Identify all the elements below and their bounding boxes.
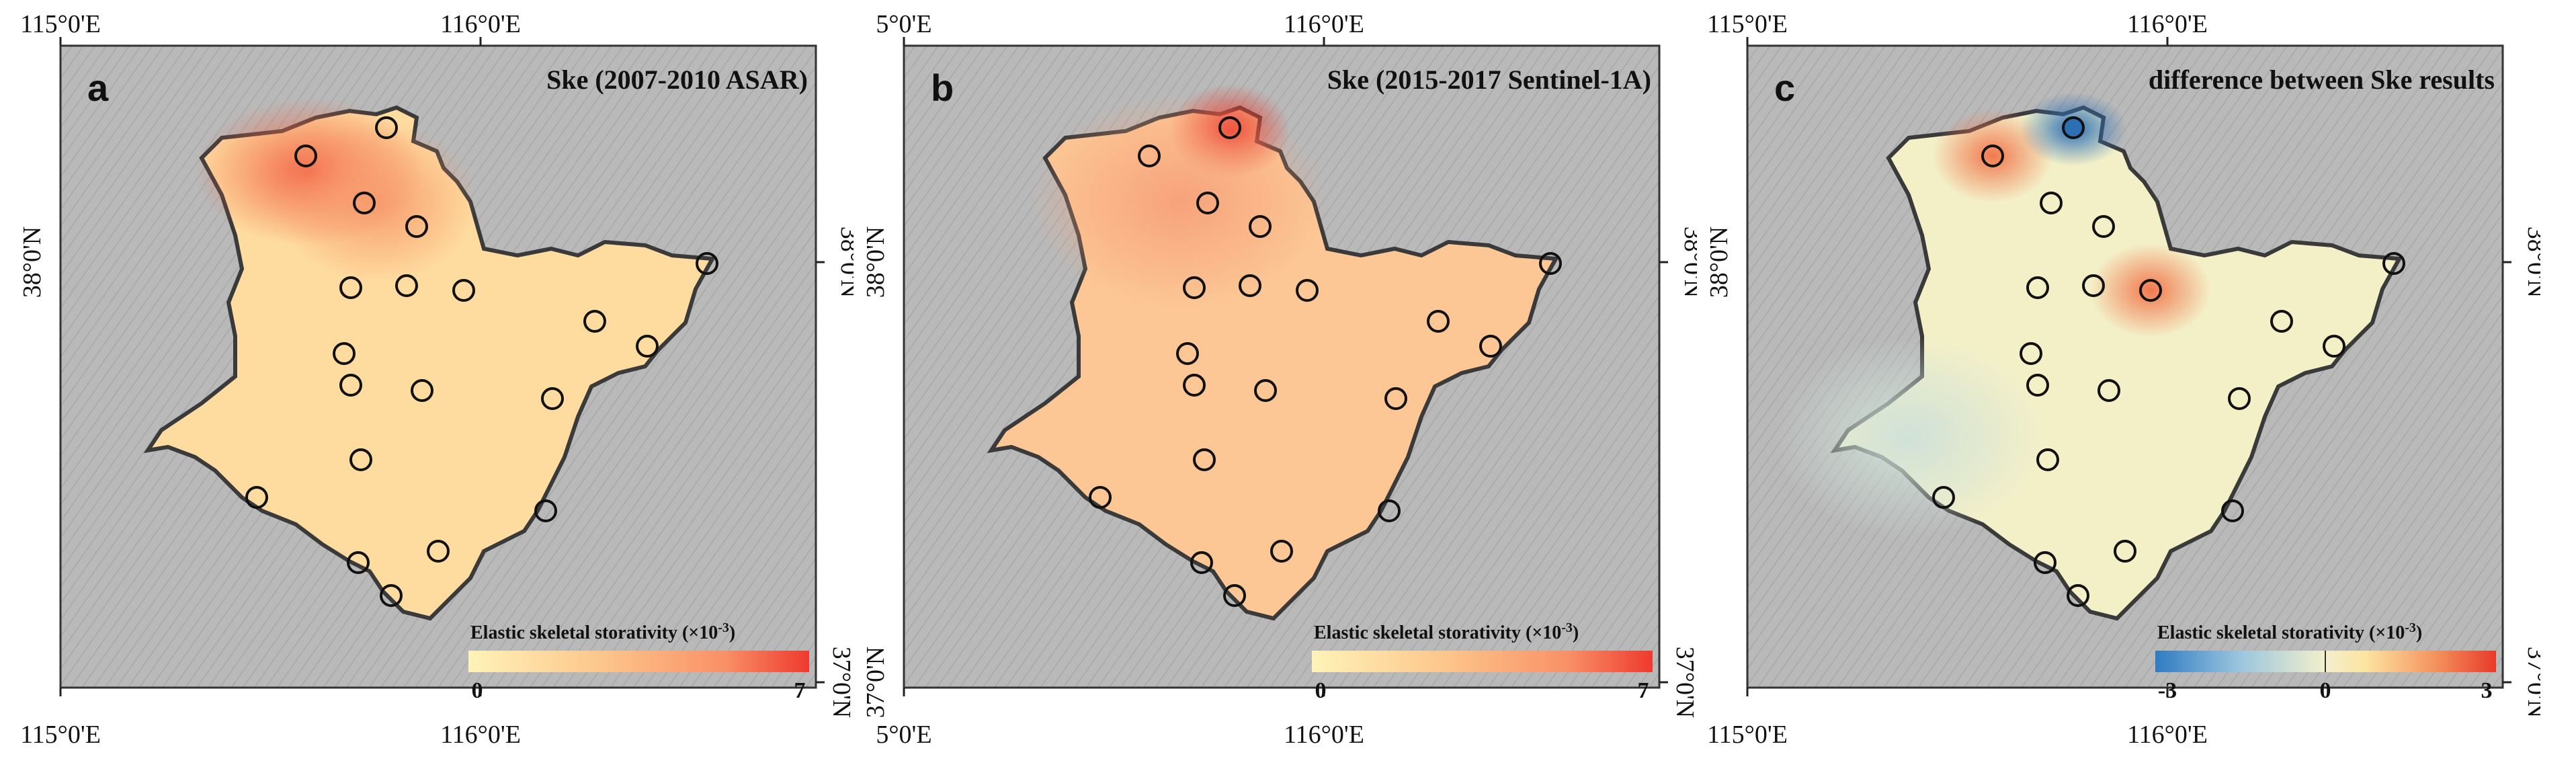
lat-right-label: 38°0'N (1679, 227, 1697, 298)
legend-exponent: -3 (718, 620, 729, 635)
hotspot (1032, 94, 1327, 309)
panel-title: difference between Ske results (2149, 65, 2495, 95)
lon-bottom-label: 116°0'E (440, 721, 521, 749)
hotspot (276, 121, 477, 282)
map-svg-a: 115°0'E 116°0'E 115°0'E 116°0'E 38°0'N 3… (18, 10, 854, 749)
panel-letter: c (1774, 67, 1795, 109)
well-markers (1089, 116, 1562, 607)
legend-tick-mid: 0 (2320, 678, 2331, 703)
lon-top-label: 116°0'E (2127, 10, 2208, 38)
axis-ticks (59, 37, 825, 696)
lon-top-label: 115°0'E (20, 10, 101, 38)
lon-bottom-label: 5°0'E (876, 721, 931, 749)
svg-text:Elastic skeletal storativity (: Elastic skeletal storativity (×10-3) (470, 620, 735, 643)
lon-bottom-label: 116°0'E (1284, 721, 1364, 749)
svg-text:Elastic skeletal storativity (: Elastic skeletal storativity (×10-3) (2157, 620, 2422, 643)
legend-tick-max: 7 (794, 678, 806, 703)
cool-zone (1774, 336, 2043, 538)
panel-letter: b (931, 67, 954, 109)
colorbar (1312, 651, 1653, 672)
legend: Elastic skeletal storativity (×10-3) 0 7 (1312, 620, 1653, 703)
panel-title: Ske (2007-2010 ASAR) (546, 65, 808, 95)
lon-top-label: 115°0'E (1707, 10, 1788, 38)
legend-exponent: -3 (2405, 620, 2416, 635)
legend-close: ) (2416, 622, 2422, 643)
legend-title: Elastic skeletal storativity (×10 (2157, 622, 2405, 643)
legend-tick-max: 7 (1638, 678, 1649, 703)
lon-top-label: 116°0'E (1284, 10, 1364, 38)
svg-text:Elastic skeletal storativity (: Elastic skeletal storativity (×10-3) (1314, 620, 1579, 643)
legend-title: Elastic skeletal storativity (×10 (470, 622, 718, 643)
lat-right-label: 38°0'N (835, 227, 854, 298)
lon-bottom-label: 115°0'E (20, 721, 101, 749)
map-panel-b: 5°0'E 116°0'E 5°0'E 116°0'E 38°0'N 38°0'… (843, 0, 1697, 773)
axis-ticks (903, 37, 1668, 696)
panel-title: Ske (2015-2017 Sentinel-1A) (1327, 65, 1651, 95)
lat-left-label: 38°0'N (862, 227, 890, 298)
map-svg-c: 115°0'E 116°0'E 115°0'E 116°0'E 38°0'N 3… (1705, 10, 2540, 749)
lon-top-label: 5°0'E (876, 10, 931, 38)
panel-letter: a (87, 67, 109, 109)
lon-bottom-label: 116°0'E (2127, 721, 2208, 749)
colorbar (468, 651, 809, 672)
legend-title: Elastic skeletal storativity (×10 (1314, 622, 1561, 643)
axis-ticks (1746, 37, 2511, 696)
legend: Elastic skeletal storativity (×10-3) -3 … (2155, 620, 2496, 703)
legend-tick-min: 0 (472, 678, 483, 703)
well-markers (1932, 116, 2405, 607)
legend-tick-max: 3 (2481, 678, 2493, 703)
well-markers (245, 116, 718, 607)
lat-right-label: 37°0'N (2522, 647, 2540, 719)
legend-tick-min: -3 (2158, 678, 2177, 703)
legend-close: ) (729, 622, 735, 643)
lat-left-label: 38°0'N (1705, 227, 1733, 298)
lon-top-label: 116°0'E (440, 10, 521, 38)
hotspot (2090, 243, 2211, 337)
lat-left-label: 38°0'N (18, 227, 46, 298)
map-panel-c: 115°0'E 116°0'E 115°0'E 116°0'E 38°0'N 3… (1687, 0, 2540, 773)
lat-right-label: 38°0'N (2522, 227, 2540, 298)
lon-bottom-label: 115°0'E (1707, 721, 1788, 749)
legend-close: ) (1573, 622, 1579, 643)
map-panel-a: 115°0'E 116°0'E 115°0'E 116°0'E 38°0'N 3… (0, 0, 854, 773)
legend-tick-min: 0 (1315, 678, 1327, 703)
map-svg-b: 5°0'E 116°0'E 5°0'E 116°0'E 38°0'N 38°0'… (862, 10, 1697, 749)
legend-exponent: -3 (1561, 620, 1573, 635)
legend: Elastic skeletal storativity (×10-3) 0 7 (468, 620, 809, 703)
